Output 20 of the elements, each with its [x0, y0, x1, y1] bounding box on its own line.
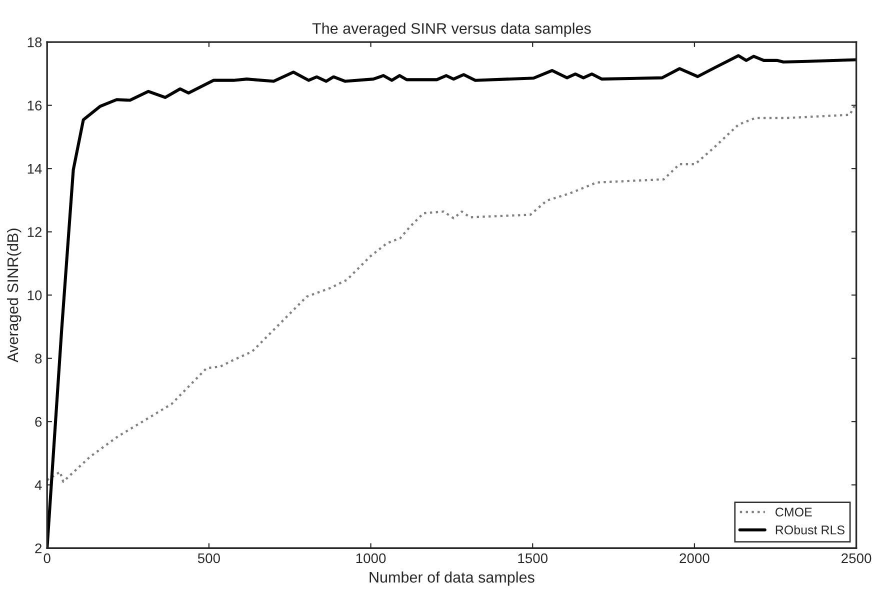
x-tick-label: 1000 — [356, 553, 386, 564]
x-tick-label: 2000 — [680, 553, 710, 564]
y-tick-label: 2 — [35, 543, 42, 554]
x-tick-label: 500 — [198, 553, 220, 564]
x-tick-label: 1500 — [518, 553, 548, 564]
y-tick-label: 12 — [28, 227, 42, 237]
y-axis-title: Averaged SINR(dB) — [6, 228, 22, 362]
legend-label: CMOE — [776, 508, 812, 516]
x-tick-label: 2500 — [842, 553, 872, 564]
y-tick-label: 8 — [35, 354, 42, 364]
x-axis-title: Number of data samples — [370, 571, 534, 586]
y-tick-label: 18 — [28, 37, 42, 48]
y-tick-label: 4 — [34, 480, 42, 490]
x-tick-label: 0 — [44, 553, 50, 564]
legend-label: RObust RLS — [776, 525, 844, 534]
chart-title: The averaged SINR versus data samples — [312, 22, 591, 37]
y-tick-label: 16 — [28, 100, 42, 110]
y-tick-label: 14 — [28, 164, 42, 174]
y-tick-label: 6 — [35, 416, 42, 427]
y-tick-label: 10 — [28, 290, 42, 300]
